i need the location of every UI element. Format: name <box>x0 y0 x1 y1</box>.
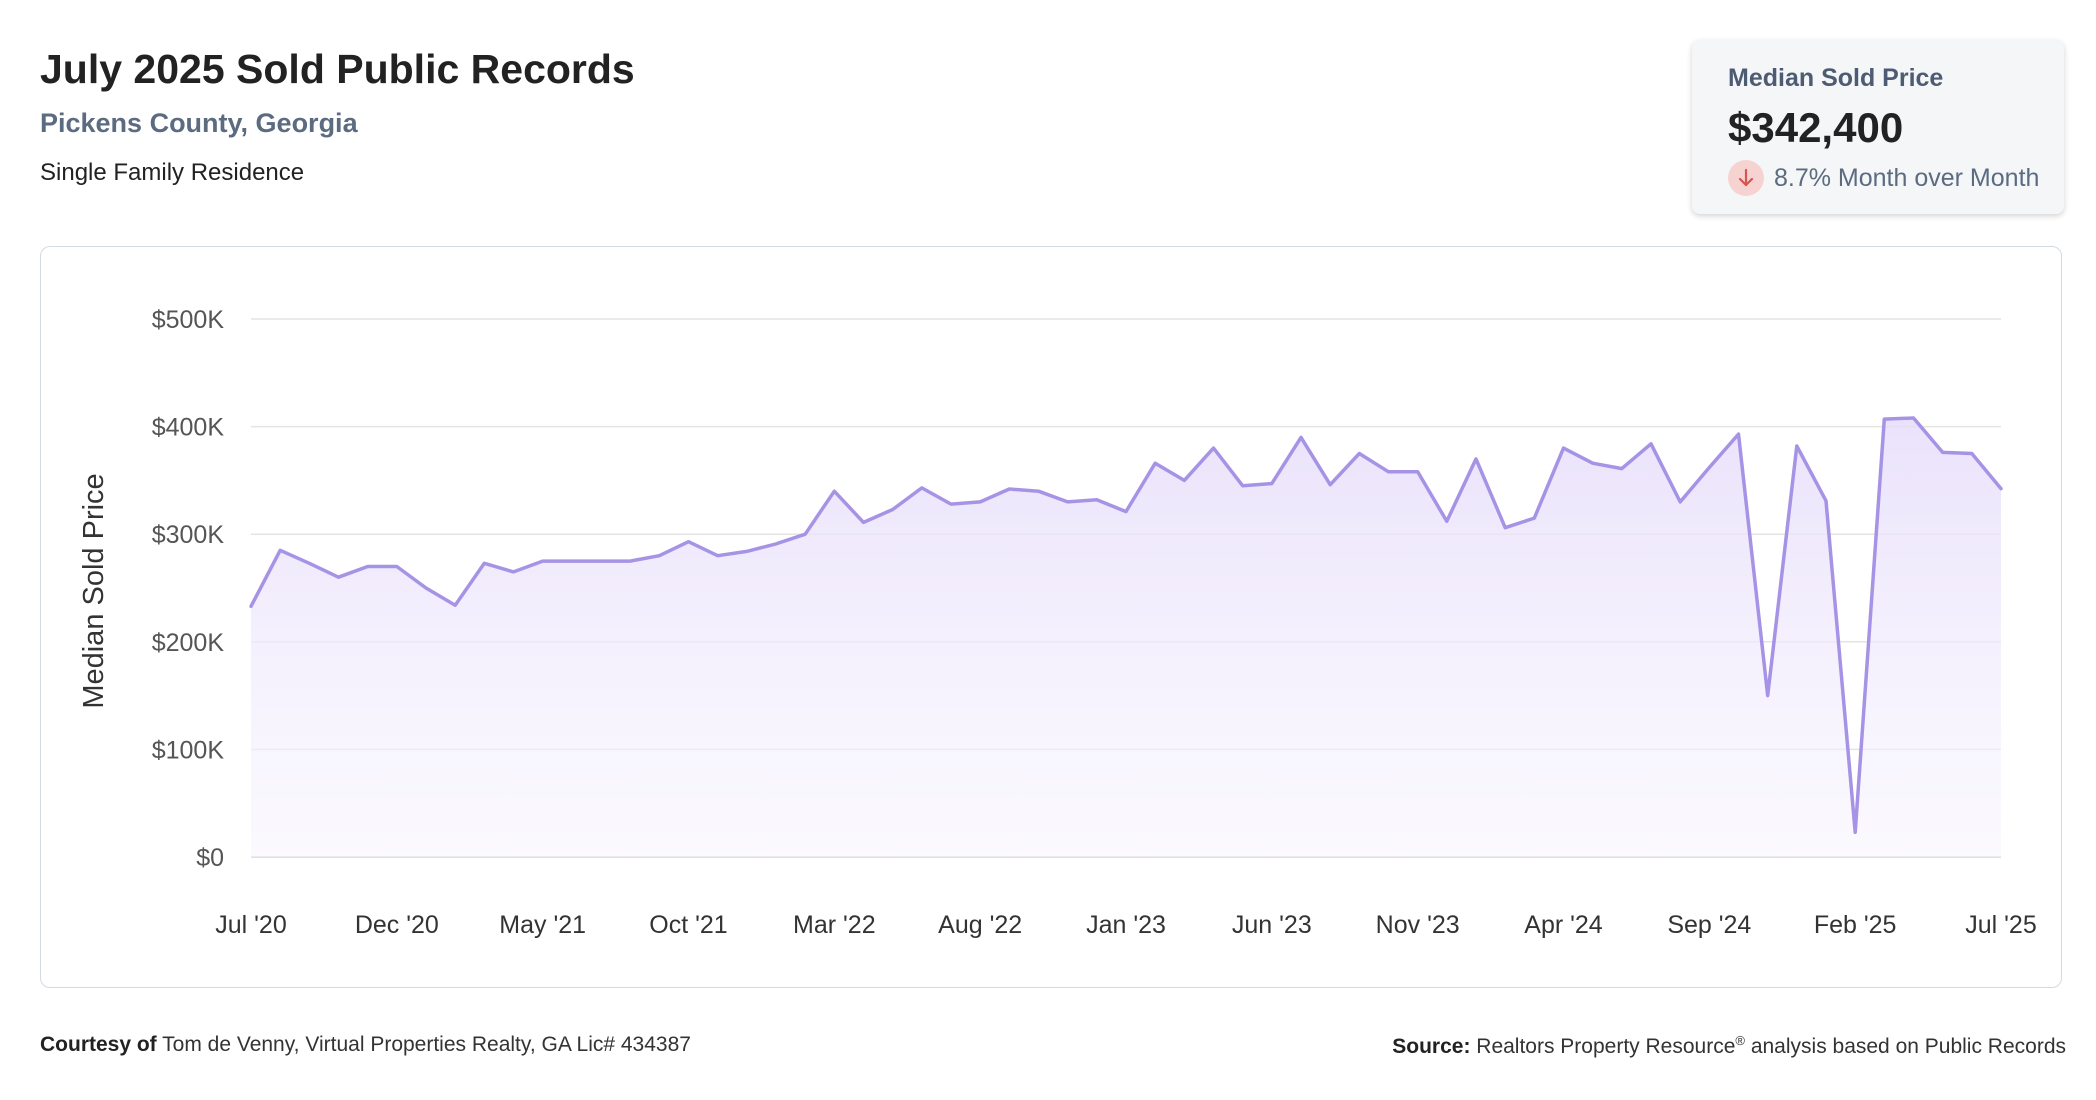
x-tick-label: Mar '22 <box>793 911 876 939</box>
source-text-2: analysis based on Public Records <box>1744 1035 2066 1058</box>
median-price-chart: $0 $100K $200K $300K $400K $500K Jul '20 Dec '… <box>78 306 2037 939</box>
property-type: Single Family Residence <box>40 159 305 186</box>
source-label: Source: <box>1392 1035 1471 1058</box>
courtesy-label: Courtesy of <box>40 1033 157 1056</box>
y-tick-label: $100K <box>152 736 225 764</box>
card-change-text: 8.7% Month over Month <box>1774 163 2040 192</box>
card-label: Median Sold Price <box>1728 64 1944 92</box>
y-tick-label: $400K <box>152 414 225 442</box>
x-tick-label: Jul '20 <box>215 911 286 939</box>
x-tick-label: Oct '21 <box>649 911 727 939</box>
x-tick-label: Nov '23 <box>1376 911 1460 939</box>
median-price-card: Median Sold Price $342,400 8.7% Month ov… <box>1692 40 2064 214</box>
arrow-down-icon <box>1728 160 1764 196</box>
y-axis-label: Median Sold Price <box>78 473 110 708</box>
x-tick-label: Aug '22 <box>938 911 1022 939</box>
area-fill <box>251 418 2001 857</box>
y-tick-label: $200K <box>152 629 225 657</box>
registered-mark: ® <box>1735 1033 1745 1048</box>
y-tick-label: $300K <box>152 521 225 549</box>
courtesy-text: Tom de Venny, Virtual Properties Realty,… <box>156 1033 691 1056</box>
y-tick-label: $0 <box>196 844 224 872</box>
x-tick-label: Jan '23 <box>1086 911 1166 939</box>
x-tick-label: Jul '25 <box>1965 911 2036 939</box>
card-value: $342,400 <box>1728 104 1904 151</box>
x-tick-label: Apr '24 <box>1524 911 1603 939</box>
card-change: 8.7% Month over Month <box>1728 160 2039 196</box>
x-tick-label: Sep '24 <box>1667 911 1751 939</box>
page-title: July 2025 Sold Public Records <box>40 46 635 92</box>
y-tick-label: $500K <box>152 306 225 334</box>
x-tick-label: Jun '23 <box>1232 911 1312 939</box>
source-footer: Source: Realtors Property Resource® anal… <box>1392 1033 2066 1059</box>
x-tick-label: Feb '25 <box>1814 911 1897 939</box>
location-subtitle: Pickens County, Georgia <box>40 108 358 138</box>
series-line <box>249 416 2003 835</box>
x-tick-label: Dec '20 <box>355 911 439 939</box>
courtesy-footer: Courtesy of Tom de Venny, Virtual Proper… <box>40 1033 691 1057</box>
source-text: Realtors Property Resource <box>1470 1035 1736 1058</box>
chart-container: $0 $100K $200K $300K $400K $500K Jul '20 Dec '… <box>40 246 2062 988</box>
x-tick-label: May '21 <box>499 911 586 939</box>
